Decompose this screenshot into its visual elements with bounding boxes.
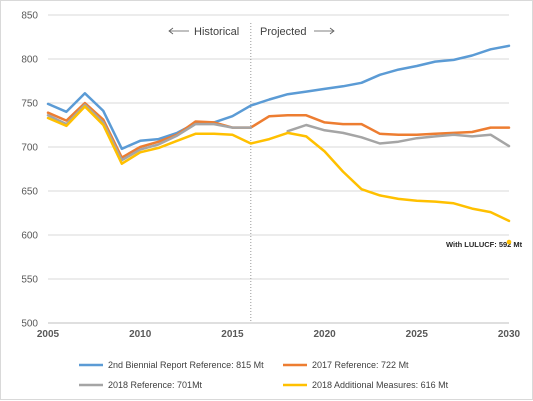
historical-label: Historical [194,26,239,38]
y-tick-800: 800 [21,55,38,66]
series-line-1 [46,44,511,151]
historical-arrow-head [168,27,174,35]
lulucf-annotation: With LULUCF: 592 Mt [446,240,523,249]
x-tick-2005: 2005 [37,329,60,340]
x-tick-2025: 2025 [406,329,429,340]
projected-label: Projected [260,26,306,38]
series-line-2 [46,101,511,159]
y-tick-550: 550 [21,275,38,286]
legend-label-2: 2017 Reference: 722 Mt [312,360,409,370]
projected-arrow-head [329,27,335,35]
x-tick-2030: 2030 [498,329,521,340]
lulucf-point [506,239,512,245]
y-tick-700: 700 [21,143,38,154]
x-tick-2010: 2010 [129,329,152,340]
y-tick-750: 750 [21,99,38,110]
legend-label-3: 2018 Reference: 701Mt [108,380,203,390]
x-tick-2020: 2020 [313,329,336,340]
legend-label-4: 2018 Additional Measures: 616 Mt [312,380,449,390]
y-tick-500: 500 [21,319,38,330]
y-tick-850: 850 [21,11,38,22]
legend-label-1: 2nd Biennial Report Reference: 815 Mt [108,360,264,370]
y-tick-650: 650 [21,187,38,198]
x-tick-2015: 2015 [221,329,244,340]
y-tick-600: 600 [21,231,38,242]
series-line-4 [46,105,511,223]
